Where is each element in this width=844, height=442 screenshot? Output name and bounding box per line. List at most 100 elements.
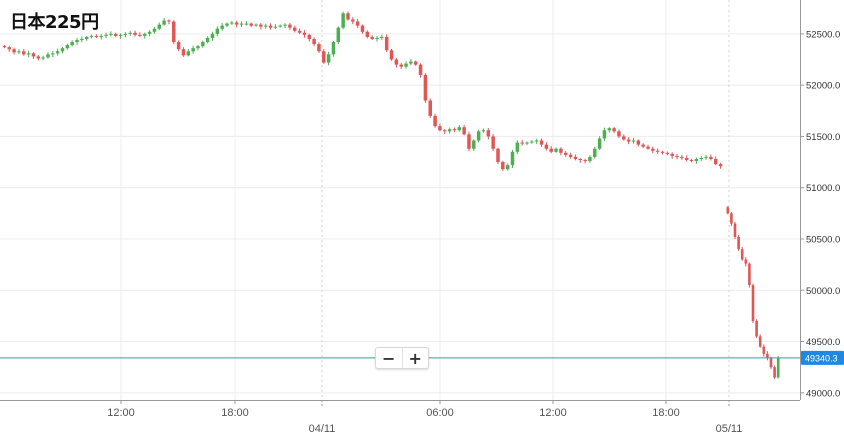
candle-body xyxy=(176,42,181,50)
candle-body xyxy=(65,45,70,49)
candle-body xyxy=(196,46,200,49)
candle-body xyxy=(737,236,740,250)
candle-body xyxy=(104,34,108,36)
candle-body xyxy=(380,36,384,38)
y-tick-label: 51000.0 xyxy=(806,183,840,194)
candle-body xyxy=(713,158,718,165)
candle-body xyxy=(263,25,268,27)
candle-body xyxy=(636,140,641,145)
candle-body xyxy=(162,20,166,25)
candle-body xyxy=(341,13,345,28)
x-tick-label: 18:00 xyxy=(652,407,680,419)
candle-body xyxy=(718,164,723,167)
candle-body xyxy=(491,136,495,149)
candle-body xyxy=(89,35,94,37)
candle-body xyxy=(607,128,612,131)
y-tick-label: 50500.0 xyxy=(806,234,840,245)
candle-body xyxy=(573,156,578,159)
candle-body xyxy=(773,367,776,378)
candle-body xyxy=(273,26,278,28)
candle-body xyxy=(41,57,45,59)
candle-body xyxy=(317,44,321,52)
y-tick-label: 51500.0 xyxy=(806,132,840,143)
candle-body xyxy=(191,48,195,52)
x-tick-label: 12:00 xyxy=(539,407,567,419)
candle-body xyxy=(476,131,481,141)
candle-body xyxy=(22,51,26,55)
candle-body xyxy=(210,33,215,38)
candle-body xyxy=(428,100,432,116)
candle-body xyxy=(239,23,244,25)
candle-body xyxy=(709,156,713,159)
candle-body xyxy=(351,19,355,22)
candle-body xyxy=(128,32,132,34)
y-tick-label: 52500.0 xyxy=(806,29,840,40)
candle-body xyxy=(689,160,694,162)
candle-body xyxy=(36,56,41,59)
candle-body xyxy=(157,24,162,29)
candle-body xyxy=(172,21,176,43)
candle-body xyxy=(109,33,113,35)
candle-body xyxy=(365,31,370,37)
candle-body xyxy=(123,33,128,35)
candle-body xyxy=(622,136,626,140)
candle-body xyxy=(302,32,307,35)
candle-body xyxy=(457,127,462,131)
zoom-in-button[interactable]: + xyxy=(401,348,429,368)
candle-body xyxy=(554,148,558,152)
candle-body xyxy=(730,213,733,224)
candle-body xyxy=(496,148,500,163)
candle-body xyxy=(583,160,587,162)
candle-body xyxy=(413,61,418,65)
candle-body xyxy=(684,157,689,160)
candle-body xyxy=(113,33,118,36)
candle-body xyxy=(55,51,60,54)
candle-body xyxy=(225,23,229,26)
candle-body xyxy=(84,36,89,39)
y-tick-label: 49500.0 xyxy=(806,337,840,348)
candle-body xyxy=(152,28,157,32)
candle-body xyxy=(726,207,730,214)
candle-body xyxy=(481,130,486,132)
zoom-out-button[interactable]: − xyxy=(382,348,396,368)
candle-body xyxy=(404,63,408,67)
candle-body xyxy=(31,53,36,57)
candle-body xyxy=(399,64,403,67)
candle-body xyxy=(220,25,224,29)
candle-body xyxy=(443,130,447,132)
candle-body xyxy=(755,321,758,337)
candle-body xyxy=(578,158,582,160)
candle-body xyxy=(525,142,529,144)
candle-body xyxy=(307,34,312,39)
candle-body xyxy=(617,131,621,137)
candle-body xyxy=(520,142,524,144)
candle-body xyxy=(254,24,258,26)
candle-body xyxy=(181,49,186,56)
candle-body xyxy=(51,53,55,55)
date-tick-label: 04/11 xyxy=(309,423,336,435)
candle-body xyxy=(268,25,273,28)
candle-body xyxy=(452,129,457,131)
candle-body xyxy=(346,13,350,20)
candle-body xyxy=(699,157,703,159)
candle-body xyxy=(694,158,699,162)
price-tag xyxy=(801,350,844,365)
candle-body xyxy=(2,46,7,48)
candle-body xyxy=(249,23,253,26)
candle-body xyxy=(312,38,316,45)
candle-body xyxy=(751,285,755,322)
candle-body xyxy=(423,74,428,101)
candle-body xyxy=(769,357,773,368)
x-tick-label: 06:00 xyxy=(426,407,454,419)
candle-body xyxy=(167,20,171,22)
candle-body xyxy=(201,42,205,47)
candle-body xyxy=(762,346,766,354)
candle-body xyxy=(597,138,602,149)
candle-body xyxy=(438,126,442,131)
candle-body xyxy=(384,36,389,51)
candle-body xyxy=(612,128,616,132)
candle-body xyxy=(568,154,573,157)
candle-body xyxy=(675,155,679,157)
price-tag-label: 49340.3 xyxy=(805,353,838,363)
